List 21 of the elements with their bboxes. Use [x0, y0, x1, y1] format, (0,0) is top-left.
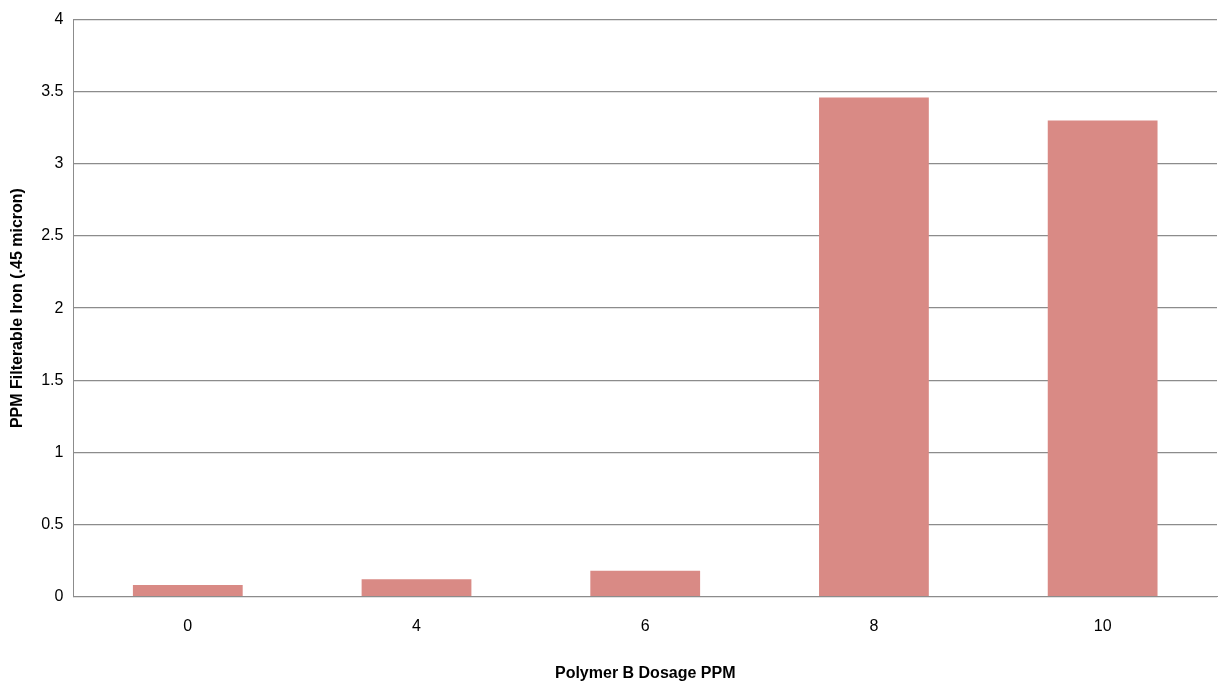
y-tick-label: 1.5	[41, 370, 64, 388]
x-tick-label: 0	[183, 616, 193, 634]
y-tick-label: 3.5	[41, 82, 64, 100]
y-axis-title: PPM Filterable Iron (.45 micron)	[8, 188, 26, 429]
y-tick-label: 2.5	[41, 226, 64, 244]
y-tick-label: 3	[54, 154, 64, 172]
x-tick-label: 6	[640, 616, 650, 634]
y-tick-label: 4	[54, 10, 64, 28]
x-tick-label: 8	[869, 616, 879, 634]
y-tick-label: 0.5	[41, 514, 64, 532]
y-tick-label: 2	[54, 298, 64, 316]
y-tick-label: 0	[54, 587, 64, 605]
bar	[132, 585, 243, 596]
x-tick-label: 10	[1093, 616, 1112, 634]
bar	[819, 97, 929, 596]
bar	[590, 570, 701, 596]
x-axis-title: Polymer B Dosage PPM	[554, 663, 736, 681]
y-tick-label: 1	[54, 442, 64, 460]
bar	[1047, 120, 1158, 596]
bar	[361, 579, 472, 596]
x-tick-label: 4	[412, 616, 422, 634]
